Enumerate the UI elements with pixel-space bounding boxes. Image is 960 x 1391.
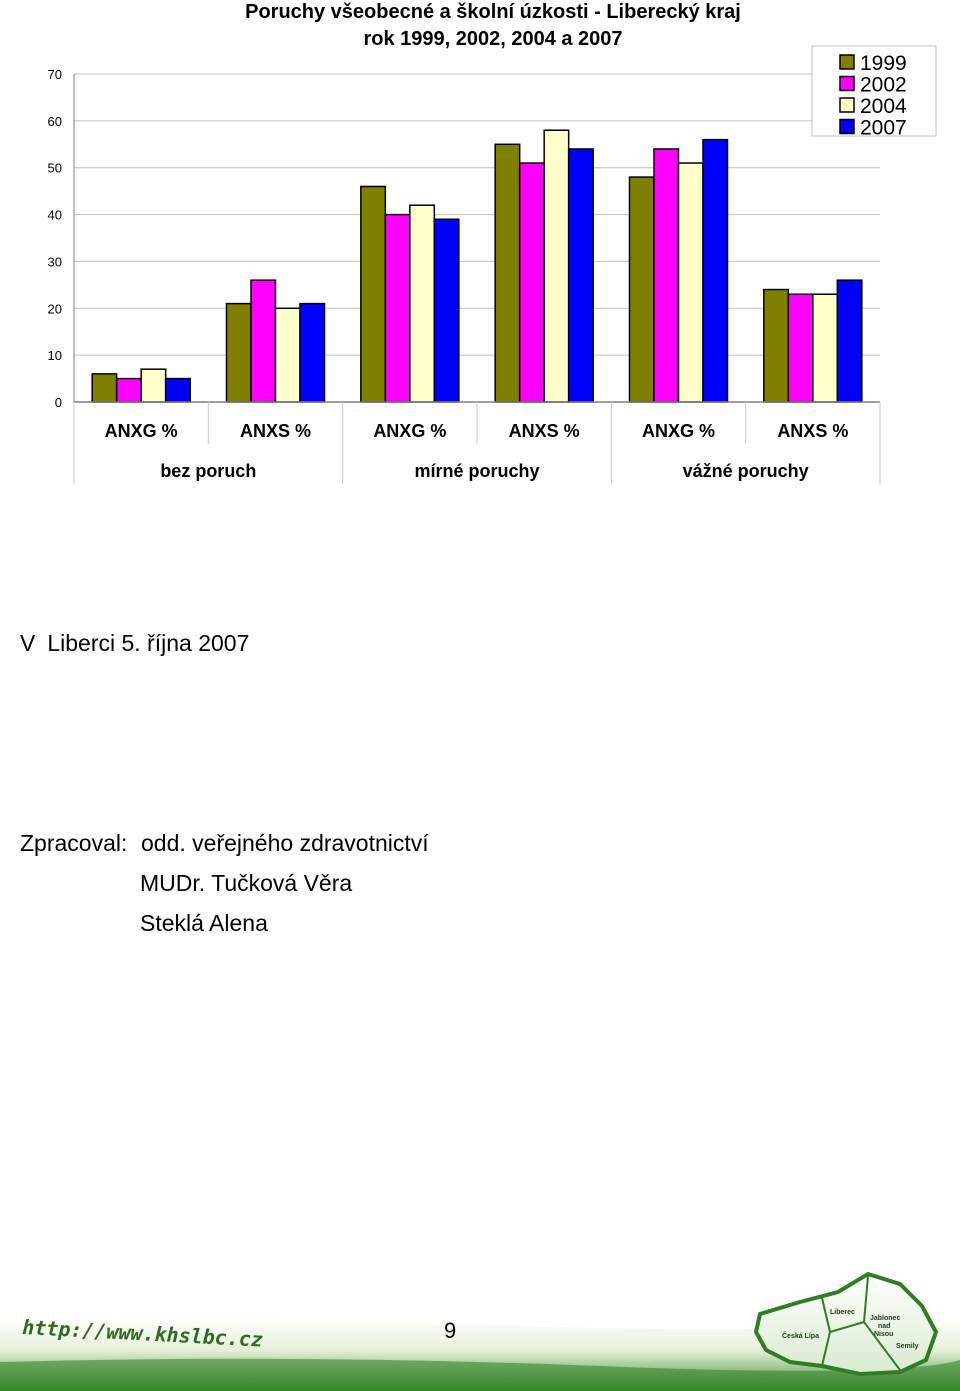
bar-2007 [567,148,594,403]
y-tick-label: 10 [48,348,62,363]
bar-2002 [653,148,680,403]
legend-swatch-2004 [839,97,855,113]
x-category-label: ANXS % [509,421,580,441]
bar-1999 [494,143,521,403]
y-tick-label: 20 [48,301,62,316]
bar-chart: 0 10 20 30 40 50 60 70 ANXG % ANXS % ANXG % ANXS % A… [48,1,937,484]
chart-title: Poruchy všeobecné a školní úzkosti - Lib… [245,1,741,23]
bar-2002 [115,377,142,403]
x-category-label: ANXS % [777,421,848,441]
y-tick-label: 50 [48,161,62,176]
bar-2002 [518,162,545,403]
page-number: 9 [444,1318,457,1343]
bar-2004 [274,307,301,403]
bar-2002 [250,279,277,403]
x-group-label: bez poruch [160,461,256,481]
y-tick-label: 40 [48,208,62,223]
x-category-label: ANXG % [105,421,178,441]
bar-2004 [812,293,839,403]
x-category-label: ANXG % [373,421,446,441]
legend-swatch-1999 [839,54,855,70]
processed-name-2: Steklá Alena [140,910,268,936]
y-tick-label: 70 [48,67,62,82]
legend-swatch-2002 [839,75,855,92]
bar-2007 [836,279,863,403]
map-label-nisou: Nisou [874,1331,893,1338]
legend-swatch-2007 [839,118,855,135]
bar-1999 [763,288,790,403]
x-group-label: mírné poruchy [414,461,539,481]
bar-2004 [677,162,704,403]
bar-2004 [140,368,167,403]
y-tick-label: 60 [48,114,62,129]
bar-2004 [543,129,570,403]
bar-2002 [384,213,411,403]
x-category-label: ANXG % [642,421,715,441]
processed-department: odd. veřejného zdravotnictví [141,830,429,856]
y-tick-label: 30 [48,254,62,269]
map-label-ceska-lipa: Česká Lípa [782,1331,819,1340]
map-label-liberec: Liberec [830,1309,855,1316]
bar-1999 [360,185,387,403]
chart-subtitle: rok 1999, 2002, 2004 a 2007 [363,28,622,50]
bar-2007 [702,138,729,403]
bar-2007 [433,218,460,403]
bar-1999 [91,373,118,403]
place-prefix: V [20,630,36,656]
place-date-text: Liberci 5. října 2007 [47,630,250,656]
bar-2002 [787,293,814,403]
region-map-logo: Liberec Jablonec nad Nisou Česká Lípa Se… [753,1271,939,1377]
processed-by-label: Zpracoval: [20,830,128,856]
x-category-label: ANXS % [240,421,311,441]
bar-2004 [409,204,436,403]
bar-2007 [164,377,191,403]
legend-label-1999: 1999 [860,52,907,75]
footer-banner: Liberec Jablonec nad Nisou Česká Lípa Se… [0,1271,960,1391]
map-label-jablonec: Jablonec [870,1315,900,1322]
bar-2007 [299,302,326,403]
legend-label-2007: 2007 [860,117,907,140]
bar-1999 [628,176,655,403]
map-label-nad: nad [878,1323,890,1330]
y-tick-label: 0 [55,395,62,410]
legend-box [811,45,937,137]
processed-name-1: MUDr. Tučková Věra [140,870,353,896]
x-group-label: vážné poruchy [683,461,809,481]
map-label-semily: Semily [896,1343,919,1350]
bar-1999 [225,302,252,403]
legend-label-2004: 2004 [860,95,907,118]
legend-label-2002: 2002 [860,74,907,97]
place-date: V Liberci 5. října 2007 [20,630,249,657]
